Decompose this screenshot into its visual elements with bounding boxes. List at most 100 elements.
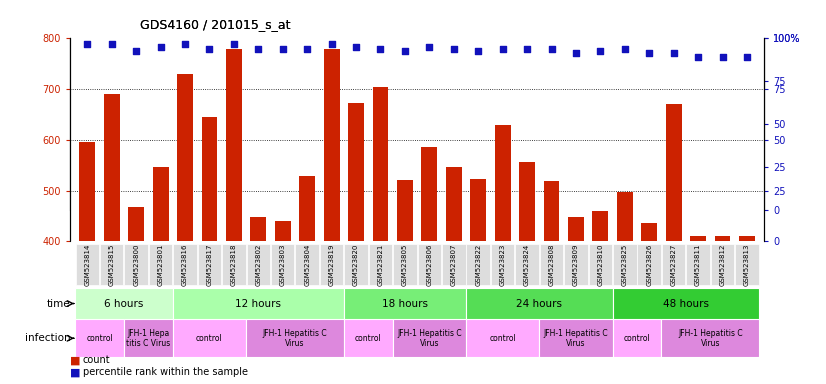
Bar [564,243,587,285]
Bar [421,147,437,241]
Bar [173,243,197,285]
Bar [344,288,466,319]
Text: JFH-1 Hepatitis C
Virus: JFH-1 Hepatitis C Virus [263,329,327,348]
Point [618,45,631,51]
Text: GDS4160 / 201015_s_at: GDS4160 / 201015_s_at [140,18,291,31]
Point [740,51,753,57]
Bar [373,86,388,241]
Point [130,46,143,52]
Bar [348,103,364,241]
Bar [592,211,608,241]
Text: GSM523816: GSM523816 [182,243,188,286]
Bar [638,243,661,285]
Bar [714,236,730,241]
Point [276,44,289,50]
Point [643,47,656,53]
Text: GSM523823: GSM523823 [500,243,506,286]
Bar [686,243,710,285]
Bar [470,179,487,241]
Bar [539,243,563,285]
Text: GSM523821: GSM523821 [377,243,383,286]
Point [472,46,485,52]
Point [423,43,436,50]
Text: GSM523805: GSM523805 [402,243,408,286]
Text: GDS4160 / 201015_s_at: GDS4160 / 201015_s_at [140,18,291,31]
Bar [495,124,510,241]
Point [398,48,411,54]
Bar [125,243,148,285]
Bar [173,288,344,319]
Point [496,44,510,50]
Bar [568,217,584,241]
Point [569,47,582,53]
Point [594,48,607,54]
Point [325,40,338,46]
Point [569,50,582,56]
Bar [76,243,99,285]
Bar [589,243,612,285]
Text: 6 hours: 6 hours [104,298,144,308]
Bar [613,243,637,285]
Bar [299,176,316,241]
Point [545,45,558,51]
Text: GSM523820: GSM523820 [353,243,359,286]
Text: GSM523826: GSM523826 [646,243,653,286]
Bar [275,221,291,241]
Bar [418,243,441,285]
Point [667,50,681,56]
Bar [666,104,681,241]
Text: GSM523802: GSM523802 [255,243,261,286]
Bar [100,243,123,285]
Text: GSM523811: GSM523811 [695,243,701,286]
Point [325,41,338,48]
Text: 12 hours: 12 hours [235,298,282,308]
Bar [271,243,295,285]
Point [447,44,460,50]
Text: percentile rank within the sample: percentile rank within the sample [83,367,248,377]
Text: GSM523808: GSM523808 [548,243,554,286]
Text: 48 hours: 48 hours [663,298,709,308]
Bar [324,48,339,241]
Text: JFH-1 Hepatitis C
Virus: JFH-1 Hepatitis C Virus [397,329,462,348]
Bar [544,181,559,241]
Bar [466,288,613,319]
Text: 24 hours: 24 hours [516,298,563,308]
Text: GSM523800: GSM523800 [133,243,139,286]
Bar [128,207,144,241]
Text: GSM523801: GSM523801 [158,243,164,286]
Bar [711,243,734,285]
Text: control: control [86,334,113,343]
Text: GSM523817: GSM523817 [206,243,212,286]
Point [716,51,729,57]
Bar [79,142,95,241]
Point [545,44,558,50]
Text: GSM523810: GSM523810 [597,243,603,286]
Point [154,43,167,50]
Point [301,44,314,50]
Text: JFH-1 Hepatitis C
Virus: JFH-1 Hepatitis C Virus [678,329,743,348]
Bar [177,74,193,241]
Bar [735,243,758,285]
Text: 18 hours: 18 hours [382,298,428,308]
Text: control: control [196,334,223,343]
Bar [515,243,539,285]
Text: GSM523825: GSM523825 [622,243,628,286]
Point [691,51,705,57]
Point [643,50,656,56]
Bar [446,167,462,241]
Bar [104,94,120,241]
Bar [519,162,535,241]
Point [178,40,192,46]
Text: ■: ■ [70,355,81,365]
Point [203,45,216,51]
Bar [467,243,490,285]
Point [203,44,216,50]
Bar [617,192,633,241]
Point [374,45,387,51]
Point [496,45,510,51]
Bar [202,117,217,241]
Bar [662,319,759,357]
Text: control: control [624,334,650,343]
Text: GSM523809: GSM523809 [573,243,579,286]
Bar [153,167,169,241]
